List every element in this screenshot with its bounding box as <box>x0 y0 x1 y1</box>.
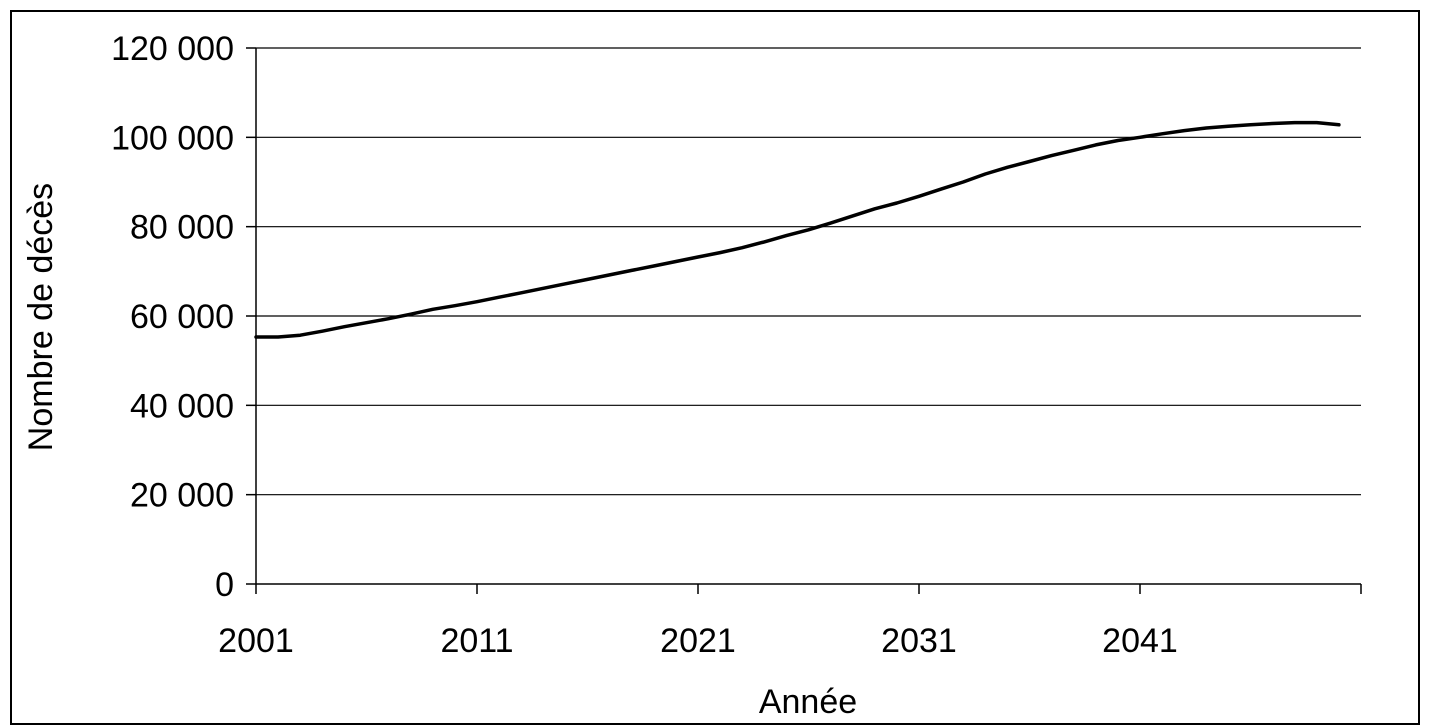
series-line <box>254 120 1341 339</box>
y-tick-label: 0 <box>215 566 234 604</box>
y-axis-title: Nombre de décès <box>22 183 60 451</box>
chart-frame <box>10 10 1420 725</box>
y-tick-label: 60 000 <box>130 298 234 336</box>
y-axis-ticks: 0 20 000 40 000 60 000 80 000 100 000 120 000 <box>111 30 256 604</box>
y-tick-label: 100 000 <box>111 119 234 157</box>
x-axis-title: Année <box>759 683 857 721</box>
x-tick-label: 2021 <box>660 622 736 660</box>
y-tick-label: 20 000 <box>130 477 234 515</box>
x-axis-ticks: 2001 2011 2021 2031 2041 <box>218 584 1362 660</box>
y-tick-label: 80 000 <box>130 209 234 247</box>
series-layer <box>254 120 1341 339</box>
y-tick-label: 40 000 <box>130 387 234 425</box>
x-tick-label: 2031 <box>881 622 957 660</box>
gridlines <box>256 47 1361 496</box>
x-tick-label: 2011 <box>440 622 513 660</box>
x-tick-label: 2041 <box>1102 622 1178 660</box>
y-tick-label: 120 000 <box>111 30 234 68</box>
x-tick-label: 2001 <box>218 622 294 660</box>
